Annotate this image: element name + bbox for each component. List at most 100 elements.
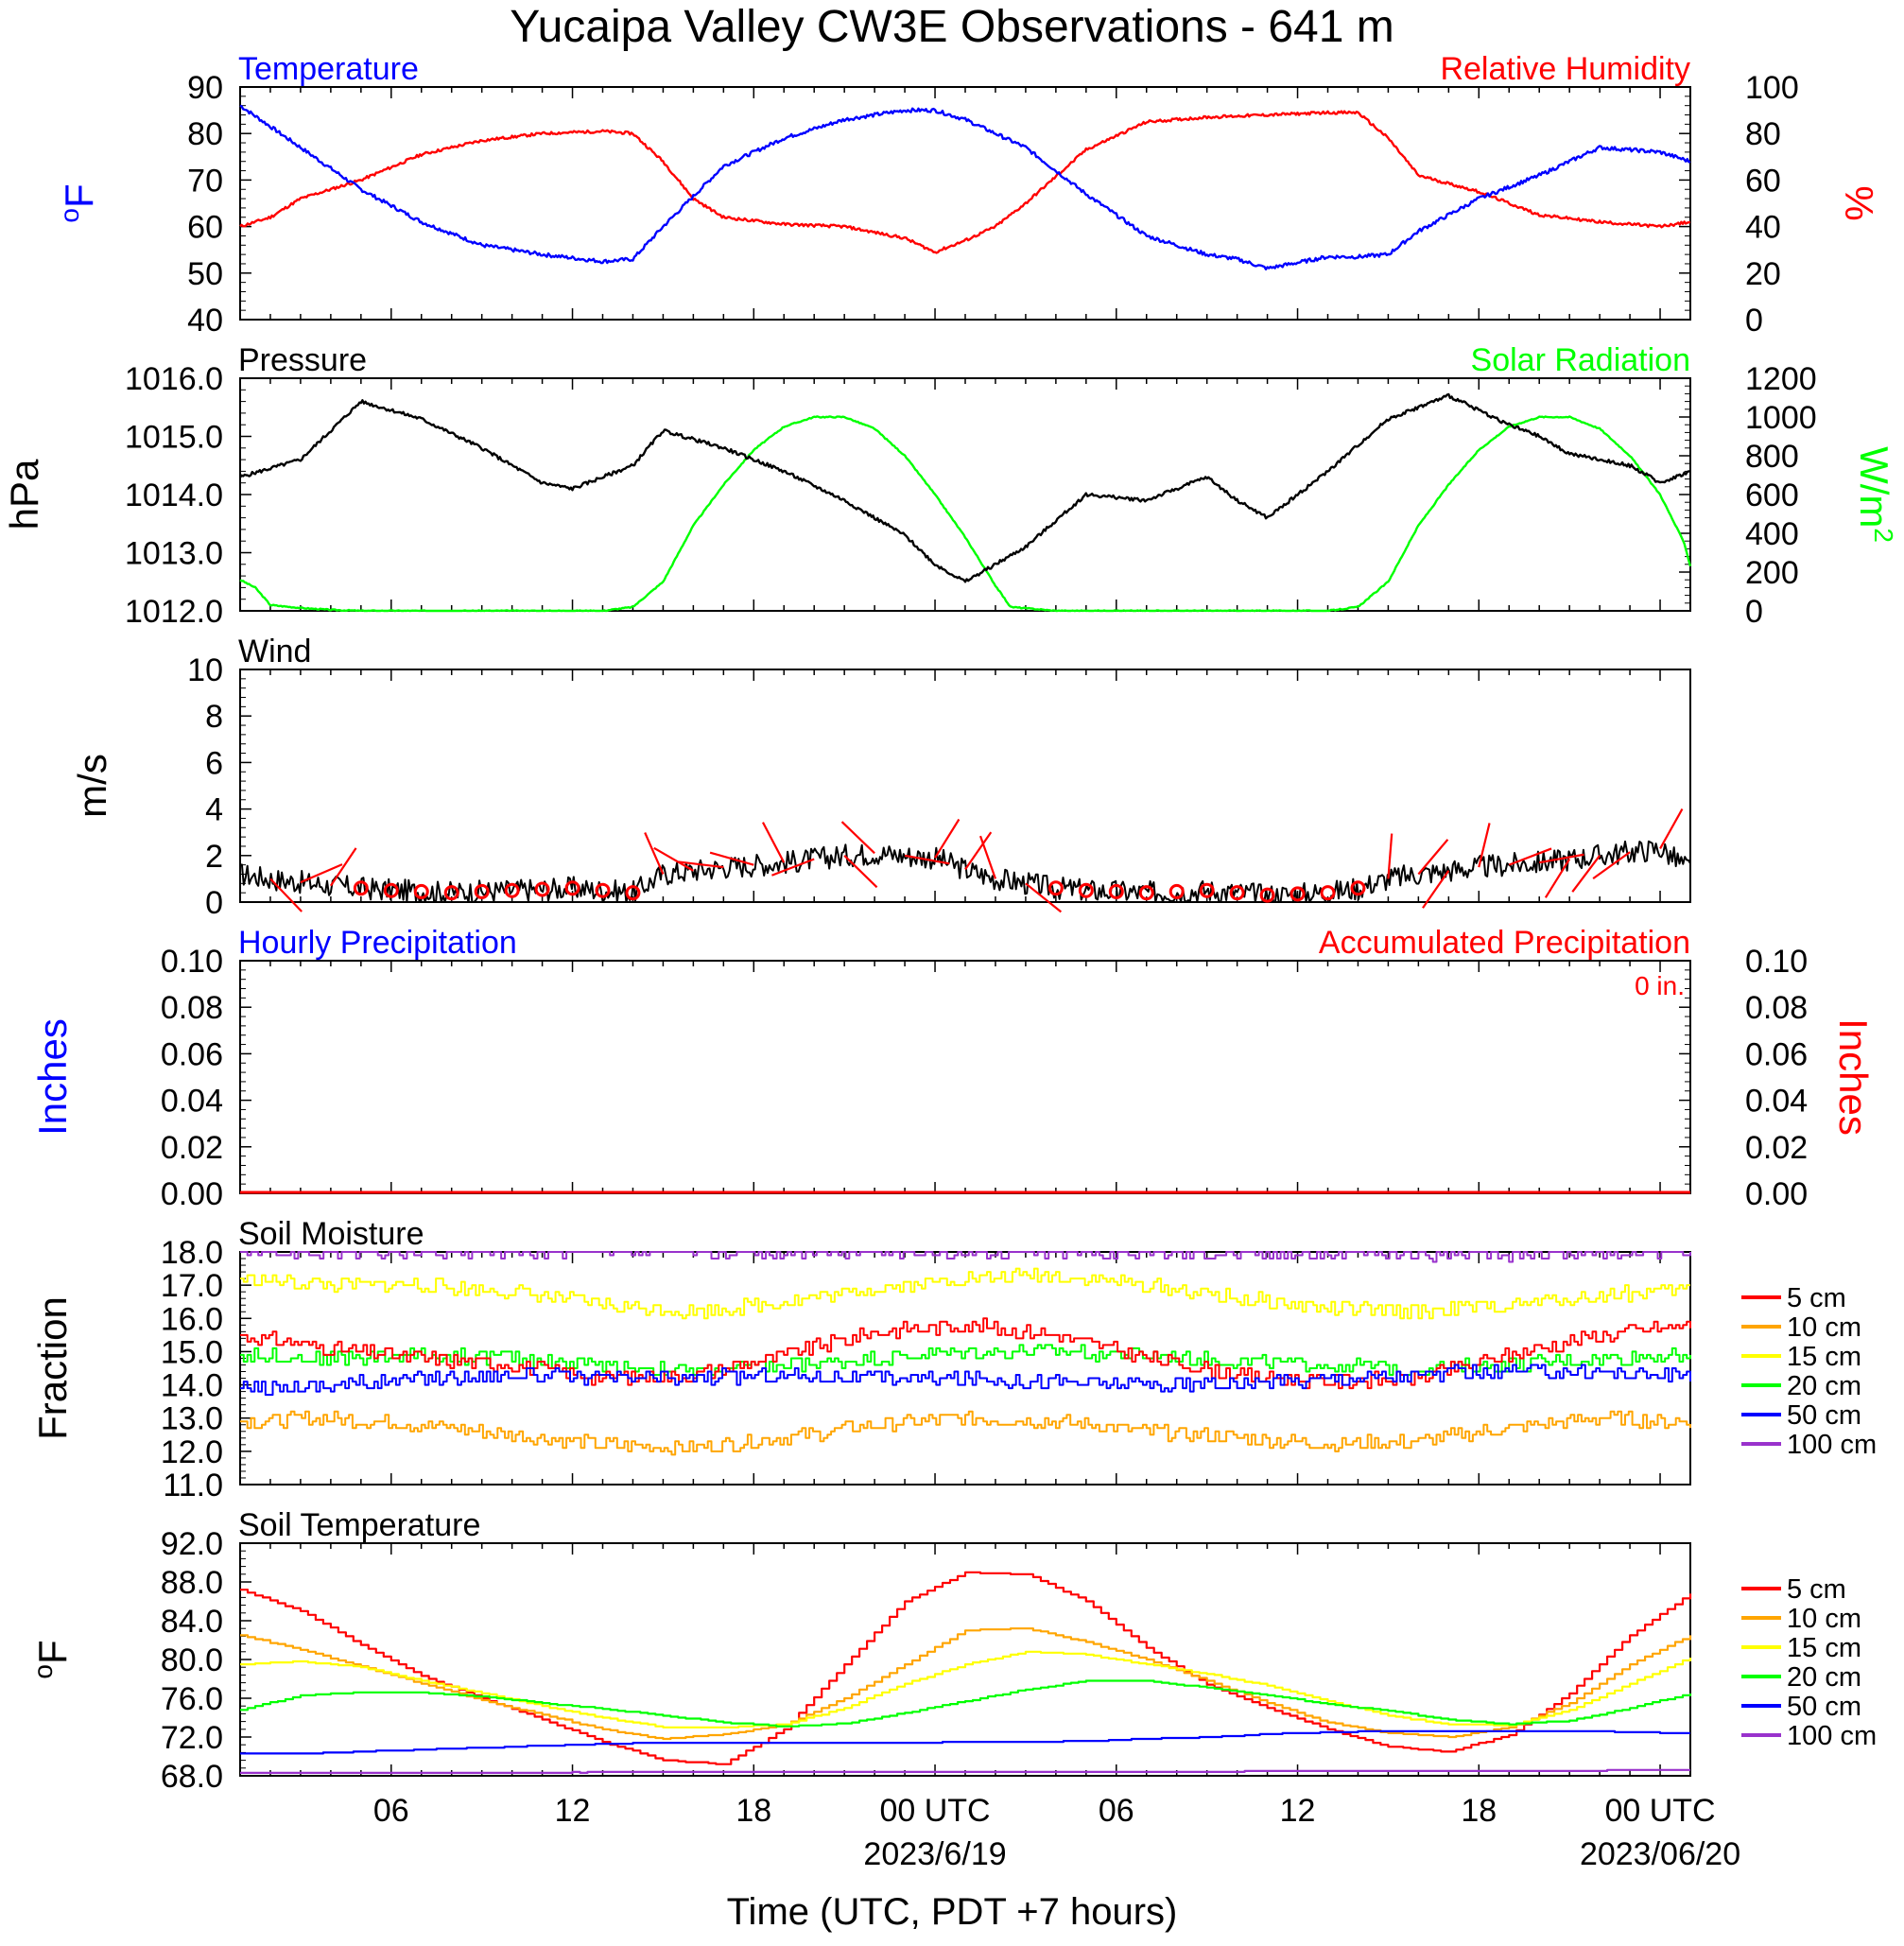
- panel-frame: [239, 86, 1691, 321]
- left-tick-label: 1013.0: [125, 536, 223, 572]
- calm-wind-marker: [1168, 883, 1185, 899]
- right-unit-label: W/m2: [1852, 446, 1899, 543]
- left-tick-label: 76.0: [161, 1681, 223, 1717]
- left-panel-title: Soil Moisture: [238, 1216, 424, 1252]
- legend-label: 50 cm: [1787, 1400, 1861, 1431]
- wind-barb: [1422, 870, 1450, 909]
- left-tick-label: 14.0: [161, 1368, 223, 1404]
- x-date-label: 2023/06/20: [1580, 1836, 1740, 1872]
- wind-barb: [1659, 808, 1684, 849]
- calm-wind-marker: [1199, 882, 1215, 898]
- right-unit-label: Inches: [1831, 1018, 1876, 1136]
- left-tick-label: 1012.0: [125, 594, 223, 630]
- left-tick-label: 80.0: [161, 1642, 223, 1678]
- left-tick-label: 4: [205, 792, 223, 828]
- soil-moisture-line: [240, 1317, 1691, 1390]
- left-tick-label: 92.0: [161, 1526, 223, 1562]
- calm-wind-marker: [1320, 885, 1336, 901]
- wind-barb: [964, 831, 993, 871]
- soil-temperature-line: [240, 1768, 1690, 1775]
- right-tick-label: 80: [1745, 116, 1781, 152]
- left-tick-label: 17.0: [161, 1268, 223, 1304]
- wind-barb: [1025, 882, 1063, 913]
- right-tick-label: 100: [1745, 70, 1799, 106]
- panel-frame: [239, 960, 1691, 1194]
- left-unit-label: m/s: [70, 754, 114, 818]
- calm-wind-marker: [1078, 882, 1094, 898]
- wind-barb: [1592, 851, 1631, 880]
- right-tick-label: 0.04: [1745, 1084, 1808, 1120]
- left-tick-label: 8: [205, 699, 223, 735]
- panel-wind: 10 8 6 4 2 0 Wind m/s: [70, 634, 1691, 921]
- left-tick-label: 90: [187, 70, 223, 106]
- right-panel-title: Relative Humidity: [1440, 51, 1690, 87]
- right-tick-label: 0.08: [1745, 990, 1808, 1026]
- wind-barb: [843, 855, 878, 889]
- left-tick-label: 12.0: [161, 1434, 223, 1470]
- left-tick-label: 1015.0: [125, 420, 223, 456]
- soil-moisture-line: [240, 1251, 1691, 1263]
- left-unit-label: oF: [55, 183, 102, 222]
- left-tick-label: 16.0: [161, 1301, 223, 1337]
- legend-label: 10 cm: [1787, 1312, 1861, 1343]
- x-tick-label: 12: [1280, 1793, 1316, 1829]
- right-tick-label: 0.10: [1745, 944, 1808, 980]
- left-tick-label: 0.08: [161, 990, 223, 1026]
- right-tick-label: 0.02: [1745, 1130, 1808, 1166]
- soil-temperature-line: [240, 1729, 1690, 1755]
- wind-barb: [1478, 823, 1491, 868]
- panel-soil_moisture: 18.017.016.015.014.013.012.011.0 Soil Moi…: [30, 1216, 1877, 1503]
- legend-label: 15 cm: [1787, 1633, 1861, 1663]
- wind-barb: [644, 832, 665, 875]
- left-panel-title: Wind: [238, 634, 311, 669]
- right-unit-label: %: [1837, 185, 1881, 220]
- legend-label: 20 cm: [1787, 1371, 1861, 1401]
- calm-wind-marker: [474, 883, 490, 899]
- right-tick-label: 600: [1745, 478, 1799, 513]
- x-axis-label: Time (UTC, PDT +7 hours): [727, 1891, 1178, 1933]
- panel-pressure_solar: 1016.0 1015.0 1014.0 1013.0 1012.0 1200100080…: [2, 342, 1899, 630]
- wind-barb: [678, 860, 724, 869]
- wind-speed-line: [239, 840, 1691, 903]
- legend-label: 5 cm: [1787, 1283, 1846, 1313]
- panel-precip: 0.10 0.08 0.06 0.04 0.02 0.00 0.10 0.08 0.06 0.04…: [30, 925, 1876, 1212]
- wind-barb: [653, 846, 694, 872]
- calm-wind-marker: [1290, 886, 1306, 902]
- legend-label: 5 cm: [1787, 1574, 1846, 1605]
- left-tick-label: 11.0: [163, 1468, 223, 1503]
- left-tick-label: 1014.0: [125, 478, 223, 513]
- left-unit-label: oF: [28, 1640, 76, 1678]
- calm-wind-marker: [625, 885, 641, 901]
- right-tick-label: 1200: [1745, 361, 1817, 397]
- calm-wind-marker: [1108, 883, 1124, 899]
- left-tick-label: 10: [187, 652, 223, 688]
- x-tick-label: 06: [373, 1793, 409, 1829]
- right-tick-label: 400: [1745, 516, 1799, 552]
- calm-wind-marker: [1047, 880, 1064, 896]
- temperature-line: [239, 104, 1691, 270]
- left-panel-title: Hourly Precipitation: [238, 925, 517, 961]
- calm-wind-marker: [1229, 885, 1245, 901]
- left-tick-label: 0: [205, 885, 223, 921]
- left-tick-label: 13.0: [161, 1401, 223, 1437]
- pressure-line: [239, 392, 1691, 583]
- calm-wind-marker: [413, 883, 429, 899]
- soil-moisture-line: [240, 1267, 1690, 1320]
- left-panel-title: Pressure: [238, 342, 367, 378]
- left-tick-label: 2: [205, 839, 223, 875]
- left-tick-label: 0.00: [161, 1176, 223, 1212]
- panel-temp_rh: 90 80 70 60 50 40 100 80 60 40 20 0 Temperature Relat…: [55, 51, 1882, 339]
- wind-barb: [978, 835, 996, 879]
- left-tick-label: 0.02: [161, 1130, 223, 1166]
- wind-barb: [1417, 839, 1449, 876]
- left-tick-label: 70: [187, 163, 223, 199]
- wind-barb: [709, 851, 754, 866]
- x-tick-label: 18: [1461, 1793, 1497, 1829]
- calm-wind-marker: [1350, 880, 1366, 896]
- calm-wind-marker: [595, 882, 611, 898]
- x-tick-label: 06: [1099, 1793, 1134, 1829]
- wind-barb: [1387, 833, 1393, 879]
- calm-wind-marker: [443, 885, 459, 901]
- right-tick-label: 200: [1745, 555, 1799, 591]
- solar-radiation-line: [239, 415, 1692, 613]
